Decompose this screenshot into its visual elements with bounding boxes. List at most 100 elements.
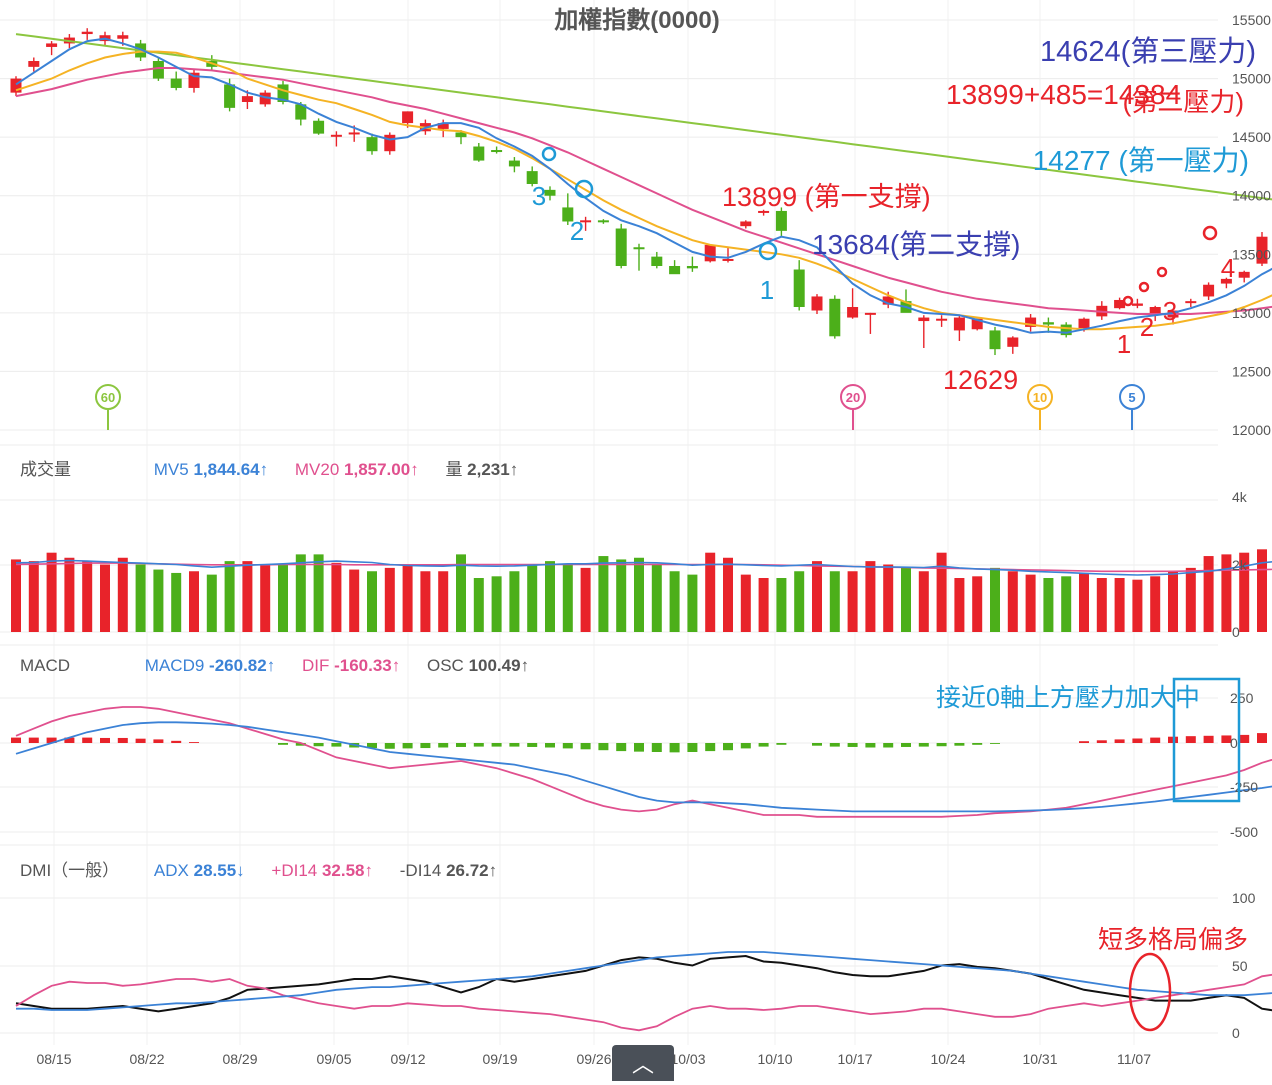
- ma-badge-circle: [95, 384, 121, 410]
- volume-bar: [1168, 571, 1178, 632]
- candle-body: [28, 61, 40, 67]
- volume-bar: [153, 569, 164, 632]
- volume-bar: [972, 576, 983, 632]
- candle-body: [366, 137, 378, 152]
- osc-bar: [580, 743, 591, 750]
- candle-body: [455, 132, 467, 138]
- ma-badge-label: 60: [101, 390, 115, 405]
- osc-bar: [829, 743, 840, 747]
- candle-body: [669, 266, 681, 275]
- volume-bar: [171, 572, 182, 632]
- osc-bar: [1132, 738, 1143, 743]
- volume-bar: [847, 571, 858, 632]
- resistance-1-label: 14277 (第一壓力): [1033, 145, 1249, 176]
- mdi-value: 26.72: [446, 861, 489, 880]
- date-tick-label: 10/17: [837, 1051, 872, 1067]
- osc-bar: [634, 743, 644, 752]
- volume-bar: [349, 569, 360, 632]
- uptrend-point-circle: [1138, 281, 1150, 293]
- osc-bar: [509, 743, 520, 747]
- osc-bar: [438, 743, 449, 748]
- vol-arrow: ↑: [509, 460, 519, 479]
- osc-bar: [64, 737, 75, 743]
- dmi-tick-label: 50: [1232, 958, 1248, 974]
- osc-bar: [1257, 733, 1267, 743]
- osc-bar: [972, 743, 983, 745]
- adx-arrow: ↓: [236, 861, 245, 880]
- volume-bar: [402, 564, 413, 632]
- touch-point-circle: [541, 146, 557, 162]
- volume-bar: [598, 556, 609, 632]
- volume-bar: [117, 557, 128, 632]
- date-tick-label: 09/19: [482, 1051, 517, 1067]
- dmi-adx-line: [16, 951, 1272, 1011]
- ma-badge-circle: [1027, 384, 1053, 410]
- macd-tick-label: -500: [1230, 824, 1258, 840]
- candle-body: [295, 104, 307, 120]
- price-tick-label: 13000: [1232, 305, 1271, 321]
- candle-body: [1256, 236, 1268, 264]
- mdi-label: -DI14: [399, 861, 442, 880]
- volume-bar: [438, 571, 449, 632]
- ma5-line: [15, 37, 1272, 334]
- candle-body: [1149, 307, 1161, 316]
- uptrend-2-label: 2: [1140, 312, 1154, 342]
- volume-bar: [100, 564, 110, 632]
- touch-point-circle: [574, 179, 594, 199]
- osc-value: 100.49: [468, 656, 521, 675]
- volume-bar: [740, 574, 751, 632]
- pdi-label: +DI14: [271, 861, 318, 880]
- candle-body: [544, 189, 556, 196]
- candle-body: [793, 269, 805, 307]
- osc-bar: [812, 743, 822, 746]
- volume-bar: [990, 567, 1000, 632]
- volume-title: 成交量: [20, 460, 71, 479]
- osc-bar: [954, 743, 965, 746]
- volume-bar: [1061, 576, 1072, 632]
- osc-bar: [705, 743, 716, 752]
- vol-mv5-line: [15, 559, 1272, 576]
- price-tick-label: 13500: [1232, 246, 1271, 262]
- osc-bar: [990, 743, 1000, 744]
- dmi-header: DMI（一般） ADX 28.55↓ +DI14 32.58↑ -DI14 26…: [20, 856, 519, 881]
- candle-body: [936, 318, 948, 321]
- date-tick-label: 10/03: [670, 1051, 705, 1067]
- volume-bar: [1007, 571, 1018, 632]
- candle-body: [1114, 299, 1126, 309]
- candle-body: [580, 220, 592, 223]
- date-tick-label: 09/26: [576, 1051, 611, 1067]
- osc-bar: [883, 743, 894, 748]
- wave-3-label: 3: [532, 181, 546, 211]
- mv5-arrow: ↑: [259, 460, 269, 479]
- date-tick-label: 09/12: [390, 1051, 425, 1067]
- candle-body: [953, 317, 965, 331]
- uptrend-1-label: 1: [1117, 329, 1131, 359]
- volume-bar: [28, 561, 39, 632]
- volume-bar: [1185, 567, 1196, 632]
- collapse-toggle-button[interactable]: ︿: [612, 1045, 674, 1081]
- price-tick-label: 12500: [1232, 363, 1271, 379]
- volume-bar: [1025, 574, 1036, 632]
- osc-bar: [1203, 735, 1214, 743]
- candle-body: [473, 146, 485, 161]
- volume-bar: [883, 564, 894, 632]
- osc-bar: [491, 743, 502, 747]
- uptrend-3-label: 3: [1163, 296, 1177, 326]
- date-tick-label: 10/31: [1022, 1051, 1057, 1067]
- ma-badge-circle: [840, 384, 866, 410]
- volume-bar: [776, 578, 787, 632]
- mv20-label: MV20: [294, 460, 340, 479]
- candle-body: [437, 123, 449, 129]
- osc-bar: [331, 743, 342, 747]
- volume-bar: [295, 554, 306, 632]
- volume-tick-label: 2k: [1232, 557, 1248, 573]
- osc-bar: [936, 743, 947, 747]
- candle-body: [1060, 324, 1072, 336]
- osc-bar: [1239, 734, 1250, 743]
- macd-tick-label: 0: [1230, 735, 1238, 751]
- price-tick-label: 14500: [1232, 129, 1271, 145]
- date-tick-label: 08/15: [36, 1051, 71, 1067]
- candle-body: [10, 78, 22, 93]
- osc-bar: [1185, 736, 1196, 743]
- osc-bar: [189, 742, 199, 743]
